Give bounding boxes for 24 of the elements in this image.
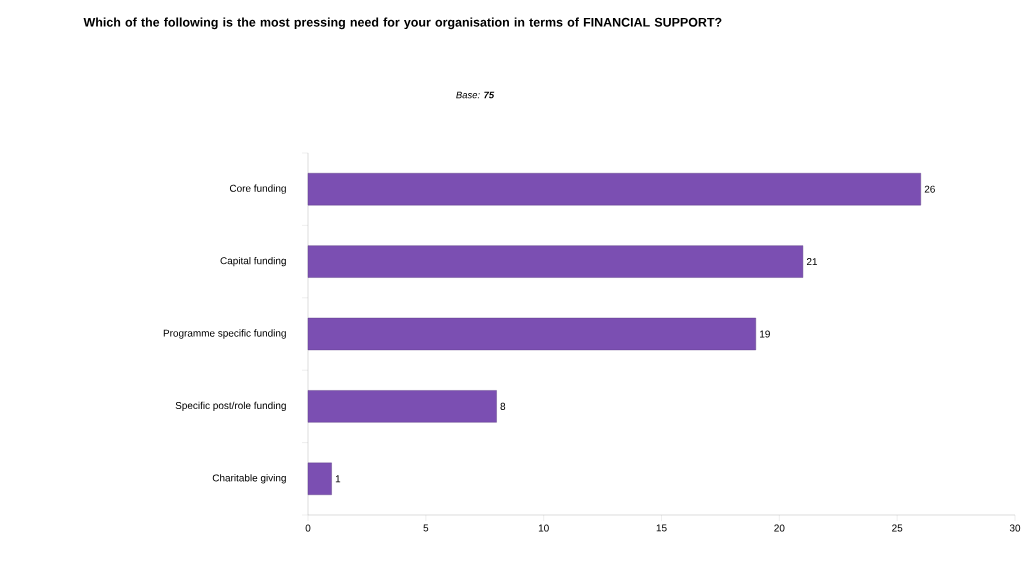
x-tick-label: 5 xyxy=(423,524,429,532)
chart-title: Which of the following is the most pressing need for your organisation in terms of FINANCIAL SUPPORT? xyxy=(83,17,722,30)
bar xyxy=(307,390,497,423)
x-tick-label: 10 xyxy=(538,524,549,532)
x-tick-label: 30 xyxy=(1009,524,1021,532)
x-tick-label: 15 xyxy=(656,524,667,532)
x-tick-label: 25 xyxy=(892,524,903,532)
data-label: 21 xyxy=(806,258,818,266)
x-tick-label: 20 xyxy=(774,524,785,532)
data-label: 8 xyxy=(500,402,506,410)
y-tick-label: Capital funding xyxy=(220,256,286,267)
chart-subtitle: Base: 75 xyxy=(456,91,495,99)
y-tick-label: Core funding xyxy=(229,184,286,194)
y-tick-label: Specific post/role funding xyxy=(175,401,286,412)
data-label: 26 xyxy=(924,185,935,193)
y-tick-label: Programme specific funding xyxy=(163,329,286,339)
bar xyxy=(307,317,756,351)
bar xyxy=(307,173,921,206)
data-label: 19 xyxy=(760,330,770,338)
x-tick-label: 0 xyxy=(305,524,311,532)
y-tick-label: Charitable giving xyxy=(212,474,286,484)
data-label: 1 xyxy=(335,475,341,483)
bar xyxy=(307,245,804,278)
bar xyxy=(307,462,332,495)
